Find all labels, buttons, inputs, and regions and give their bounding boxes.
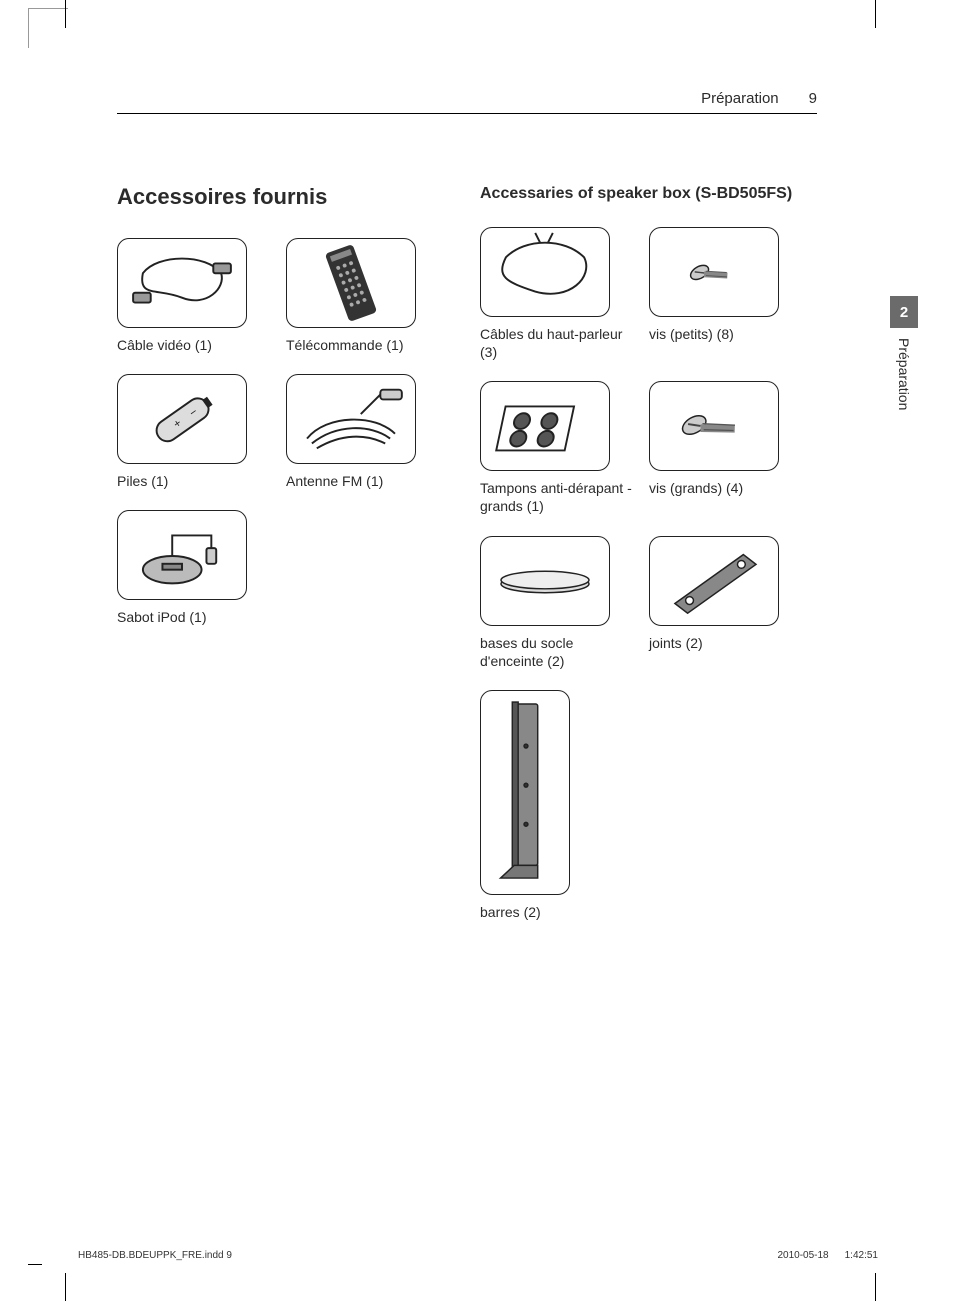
section-name: Préparation xyxy=(701,90,779,107)
item-video-cable: Câble vidéo (1) xyxy=(117,238,272,354)
tab-number: 2 xyxy=(890,296,918,328)
crop-mark xyxy=(875,1273,876,1301)
right-column: Accessaries of speaker box (S-BD505FS) C… xyxy=(480,184,825,921)
item-batteries: +− Piles (1) xyxy=(117,374,272,490)
running-header: Préparation 9 xyxy=(117,90,877,107)
item-speaker-base: bases du socle d'enceinte (2) xyxy=(480,536,635,670)
crop-mark xyxy=(65,0,66,28)
speaker-cable-icon xyxy=(480,227,610,317)
item-speaker-cables: Câbles du haut-parleur (3) xyxy=(480,227,635,361)
tab-label: Préparation xyxy=(896,338,912,410)
print-footer: HB485-DB.BDEUPPK_FRE.indd 9 2010-05-18 1… xyxy=(78,1250,878,1261)
caption: bases du socle d'enceinte (2) xyxy=(480,634,635,670)
caption: barres (2) xyxy=(480,903,635,921)
crop-mark xyxy=(875,0,876,28)
page-number: 9 xyxy=(809,90,817,107)
item-ipod-cradle: Sabot iPod (1) xyxy=(117,510,272,626)
video-cable-icon xyxy=(117,238,247,328)
large-screw-icon xyxy=(649,381,779,471)
caption: joints (2) xyxy=(649,634,804,652)
caption: Câbles du haut-parleur (3) xyxy=(480,325,635,361)
battery-icon: +− xyxy=(117,374,247,464)
item-fm-antenna: Antenne FM (1) xyxy=(286,374,441,490)
accessories-grid-left: Câble vidéo (1) Télécommande (1) +− Pile… xyxy=(117,238,462,627)
sub-heading: Accessaries of speaker box (S-BD505FS) xyxy=(480,184,825,205)
item-bars: barres (2) xyxy=(480,690,635,921)
item-large-screws: vis (grands) (4) xyxy=(649,381,804,515)
ipod-cradle-icon xyxy=(117,510,247,600)
main-heading: Accessoires fournis xyxy=(117,184,462,210)
crop-mark xyxy=(28,8,68,48)
left-column: Accessoires fournis Câble vidéo (1) Télé… xyxy=(117,184,462,921)
crop-mark xyxy=(28,1264,42,1265)
fm-antenna-icon xyxy=(286,374,416,464)
small-screw-icon xyxy=(649,227,779,317)
caption: vis (petits) (8) xyxy=(649,325,804,343)
page-body: Préparation 9 Accessoires fournis Câble … xyxy=(117,90,877,921)
footer-filename: HB485-DB.BDEUPPK_FRE.indd 9 xyxy=(78,1250,232,1261)
item-joints: joints (2) xyxy=(649,536,804,670)
item-anti-slip-pads: Tampons anti-dérapant - grands (1) xyxy=(480,381,635,515)
caption: Tampons anti-dérapant - grands (1) xyxy=(480,479,635,515)
joint-icon xyxy=(649,536,779,626)
accessories-grid-right: Câbles du haut-parleur (3) vis (petits) … xyxy=(480,227,825,921)
speaker-base-icon xyxy=(480,536,610,626)
crop-mark xyxy=(65,1273,66,1301)
caption: Sabot iPod (1) xyxy=(117,608,272,626)
content-columns: Accessoires fournis Câble vidéo (1) Télé… xyxy=(117,184,877,921)
bar-icon xyxy=(480,690,570,895)
footer-date: 2010-05-18 xyxy=(777,1250,828,1261)
caption: Câble vidéo (1) xyxy=(117,336,272,354)
remote-icon xyxy=(286,238,416,328)
caption: Antenne FM (1) xyxy=(286,472,441,490)
footer-time: 1:42:51 xyxy=(845,1250,878,1261)
pads-icon xyxy=(480,381,610,471)
caption: Piles (1) xyxy=(117,472,272,490)
item-small-screws: vis (petits) (8) xyxy=(649,227,804,361)
item-remote: Télécommande (1) xyxy=(286,238,441,354)
section-tab: 2 Préparation xyxy=(890,296,918,506)
caption: Télécommande (1) xyxy=(286,336,441,354)
caption: vis (grands) (4) xyxy=(649,479,804,497)
header-rule xyxy=(117,113,817,114)
